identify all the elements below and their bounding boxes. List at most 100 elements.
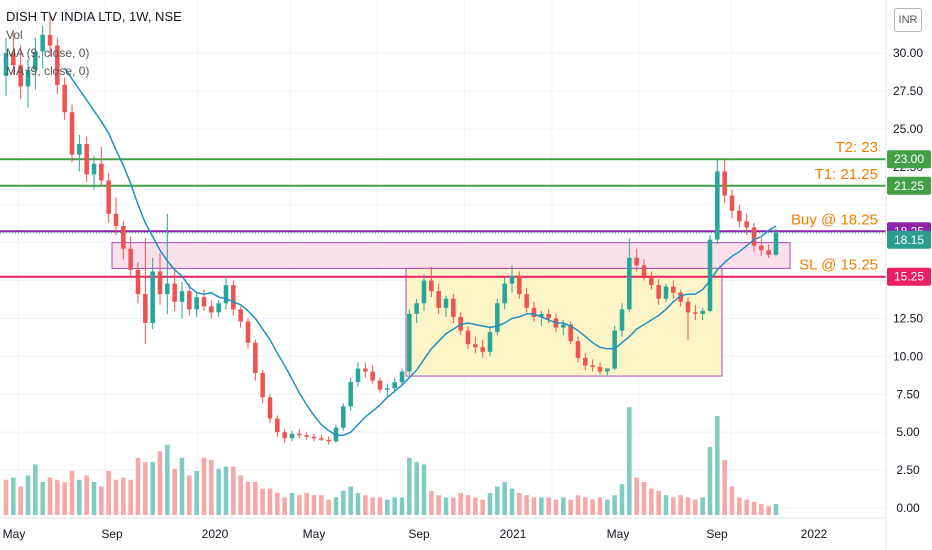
candle-body: [773, 232, 779, 255]
level-label: T2: 23: [835, 139, 878, 156]
y-tick-label: 30.00: [893, 46, 923, 60]
candle-body: [69, 112, 75, 155]
currency-button[interactable]: INR: [894, 8, 922, 32]
candle-body: [370, 371, 375, 381]
candle-body: [363, 368, 368, 372]
candle-body: [575, 341, 581, 358]
candle-body: [355, 368, 361, 383]
volume-series: [3, 407, 779, 515]
volume-bar: [553, 499, 559, 515]
candle-body: [451, 298, 456, 317]
level-label: SL @ 15.25: [799, 257, 878, 274]
price-tag-target: [887, 150, 931, 169]
candle-body: [744, 221, 749, 228]
volume-bar: [487, 493, 493, 515]
price-tag-stop: [887, 267, 931, 286]
volume-bar: [363, 495, 368, 515]
candle-body: [656, 285, 661, 299]
price-tag-target: [887, 176, 931, 195]
volume-bar: [238, 475, 243, 515]
price-tag-text: 18.15: [894, 233, 924, 247]
volume-bar: [304, 493, 309, 515]
price-tag-text: 21.25: [894, 179, 924, 193]
candle-body: [311, 436, 317, 439]
volume-bar: [451, 497, 456, 515]
candle-body: [77, 144, 82, 155]
candle-body: [297, 433, 302, 436]
candle-body: [385, 388, 390, 390]
candle-body: [231, 285, 236, 310]
volume-bar: [399, 497, 405, 515]
volume-bar: [612, 495, 617, 515]
volume-bar: [707, 446, 713, 515]
volume-bar: [773, 504, 779, 515]
candle-body: [502, 283, 507, 304]
volume-bar: [201, 457, 207, 515]
y-tick-label: 0.00: [896, 501, 920, 515]
candle-body: [326, 439, 331, 442]
price-tag-text: 23.00: [894, 152, 924, 166]
volume-bar: [597, 497, 603, 515]
candle-body: [663, 286, 669, 299]
candle-body: [700, 310, 705, 314]
y-tick-label: 27.50: [893, 84, 923, 98]
candle-body: [722, 171, 727, 196]
ma-line: [64, 67, 777, 436]
candle-body: [33, 51, 38, 70]
candle-body: [267, 397, 273, 419]
candle-body: [693, 312, 698, 314]
volume-bar: [715, 416, 720, 515]
volume-bar: [289, 493, 295, 515]
candle-body: [11, 53, 16, 66]
candle-body: [590, 365, 595, 367]
y-tick-label: 7.50: [896, 387, 920, 401]
candle-body: [187, 291, 192, 310]
volume-bar: [751, 501, 757, 515]
x-tick-label: Sep: [101, 527, 123, 541]
candle-body: [715, 171, 720, 240]
candle-body: [671, 286, 676, 293]
volume-bar: [414, 462, 419, 515]
candle-body: [179, 291, 185, 302]
volume-bar: [157, 451, 163, 515]
volume-bar: [766, 506, 771, 515]
volume-bar: [663, 495, 669, 515]
volume-bar: [165, 444, 170, 515]
candle-body: [275, 418, 280, 433]
volume-bar: [260, 488, 265, 515]
volume-bar: [282, 497, 287, 515]
volume-bar: [495, 486, 500, 515]
candle-body: [546, 313, 551, 319]
volume-bar: [759, 504, 764, 515]
candle-body: [223, 285, 229, 304]
y-tick-label: 25.00: [893, 122, 923, 136]
candle-body: [421, 280, 427, 304]
volume-bar: [106, 471, 111, 515]
volume-bar: [385, 499, 390, 515]
volume-bar: [370, 497, 375, 515]
candle-body: [766, 250, 771, 255]
candle-body: [216, 303, 221, 313]
candle-body: [619, 309, 625, 331]
volume-bar: [685, 497, 691, 515]
candle-body: [531, 307, 537, 317]
volume-bar: [458, 493, 463, 515]
candle-body: [143, 294, 148, 323]
volume-bar: [84, 475, 89, 515]
volume-bar: [223, 466, 229, 515]
candle-body: [407, 313, 412, 372]
volume-bar: [678, 495, 683, 515]
y-tick-label: 5.00: [896, 425, 920, 439]
volume-bar: [326, 499, 331, 515]
volume-bar: [187, 475, 192, 515]
candle-body: [209, 306, 214, 313]
volume-bar: [377, 497, 383, 515]
support-zone: [111, 242, 791, 269]
candle-body: [465, 330, 471, 345]
volume-bar: [209, 460, 214, 515]
candle-body: [304, 435, 309, 437]
volume-bar: [546, 497, 551, 515]
candle-body: [509, 275, 515, 284]
volume-bar: [143, 462, 148, 515]
